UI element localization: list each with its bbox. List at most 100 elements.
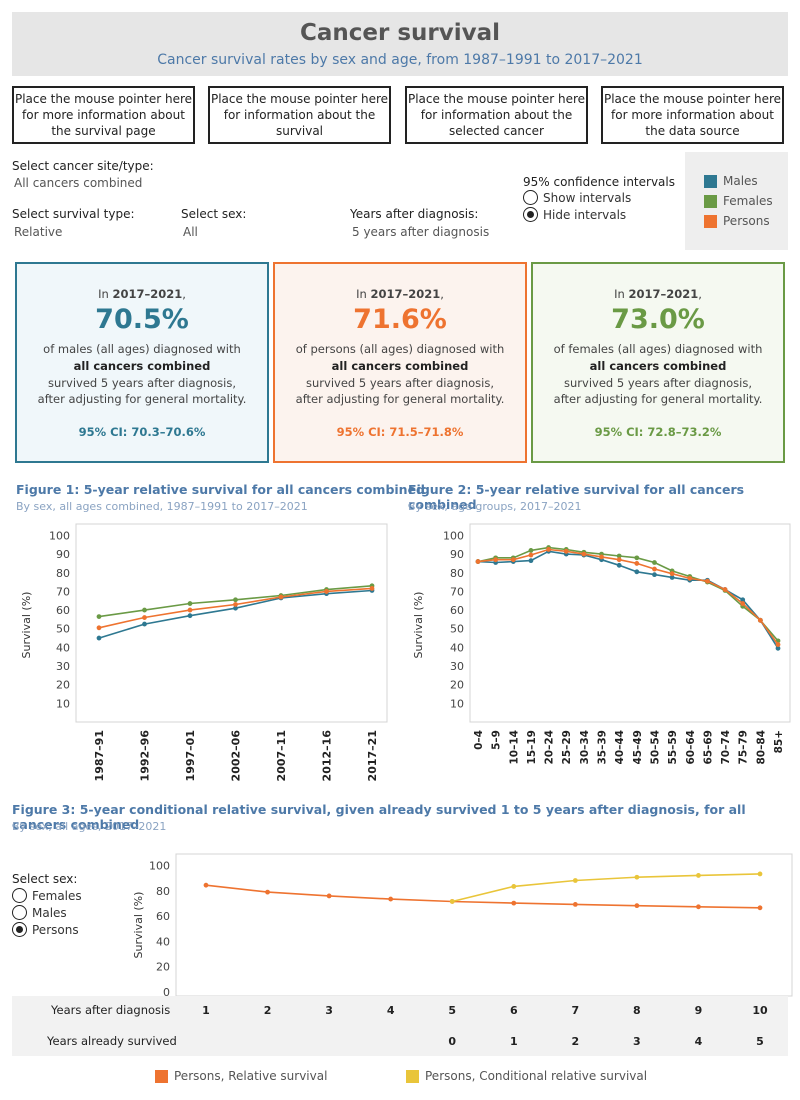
figure2-chart: 10 20 30 40 50 60 70 80 90 100 Survival (%) 0–4 5–9 1… — [412, 523, 791, 764]
y-tick-label: 20 — [156, 961, 170, 974]
data-point — [634, 561, 640, 566]
data-point — [757, 905, 763, 911]
x-tick-label: 85+ — [773, 730, 785, 753]
y-axis-label: Survival (%) — [20, 592, 33, 659]
x-tick-label: 2017–21 — [366, 730, 379, 781]
data-point — [757, 617, 763, 623]
series-line-males — [477, 550, 779, 649]
card-cancer: all cancers combined — [73, 359, 211, 373]
ci-show-radio[interactable]: Show intervals — [523, 190, 631, 205]
x-secondary-tick-label: 2 — [572, 1035, 580, 1048]
y-tick-label: 80 — [450, 567, 464, 580]
x-tick-label: 2002–06 — [230, 730, 243, 782]
x-tick-label: 70–74 — [720, 730, 732, 764]
data-point — [696, 873, 701, 878]
y-tick-label: 100 — [443, 529, 464, 542]
data-point — [652, 566, 657, 572]
info-button-survival[interactable]: Place the mouse pointer here for informa… — [208, 86, 391, 144]
legend-item-males: Males — [704, 174, 758, 188]
card-period-line: In 2017–2021, — [98, 287, 186, 301]
y-tick-label: 70 — [450, 585, 464, 598]
card-text-3: survived 5 years after diagnosis, — [564, 376, 752, 390]
card-value: 73.0% — [611, 304, 705, 335]
data-point — [740, 601, 746, 606]
data-point — [572, 878, 578, 883]
page-subtitle: Cancer survival rates by sex and age, fr… — [157, 52, 643, 68]
radio-on-icon — [12, 922, 27, 937]
card-ci: 95% CI: 71.5–71.8% — [336, 425, 464, 439]
card-text-4: after adjusting for general mortality. — [295, 392, 505, 406]
persons-survival-card: In 2017–2021, 71.6% of persons (all ages… — [273, 262, 527, 463]
ci-hide-radio[interactable]: Hide intervals — [523, 207, 626, 222]
data-point — [265, 889, 270, 895]
figure3-legend-conditional: Persons, Conditional relative survival — [406, 1069, 647, 1083]
x-secondary-tick-label: 3 — [633, 1035, 641, 1048]
y-tick-label: 60 — [56, 604, 70, 617]
data-point — [449, 899, 455, 904]
x-tick-label: 30–34 — [579, 730, 591, 764]
survival-type-select[interactable]: Relative — [14, 225, 63, 239]
data-point — [187, 607, 193, 613]
series-line-persons-relative-survival — [205, 884, 761, 909]
x-tick-label: 75–79 — [738, 730, 750, 764]
radio-on-icon — [523, 207, 538, 222]
data-point — [705, 578, 710, 584]
page-title: Cancer survival — [299, 20, 501, 46]
card-ci: 95% CI: 72.8–73.2% — [594, 425, 722, 439]
data-point — [278, 594, 284, 600]
info-button-survival-page[interactable]: Place the mouse pointer here for more in… — [12, 86, 195, 144]
figure3-subtitle: By sex, all ages, 2017–2021 — [12, 820, 167, 833]
data-point — [652, 572, 657, 578]
data-point — [96, 635, 102, 641]
y-tick-label: 50 — [450, 623, 464, 636]
figure1-chart: 10 20 30 40 50 60 70 80 90 100 Survival (%) 1987–91… — [20, 523, 388, 782]
x-tick-label: 35–39 — [597, 730, 609, 764]
data-point — [687, 575, 693, 581]
x-tick-label: 60–64 — [685, 730, 697, 764]
data-point — [388, 896, 394, 902]
x-tick-label: 4 — [387, 1004, 395, 1017]
x-tick-label: 1987–91 — [93, 730, 106, 781]
y-tick-label: 30 — [450, 660, 464, 673]
years-after-diagnosis-select[interactable]: 5 years after diagnosis — [352, 225, 490, 239]
figure3-row1-label: Years after diagnosis — [51, 1003, 171, 1017]
figure3-radio-females[interactable]: Females — [12, 888, 82, 903]
page-header: Cancer survival Cancer survival rates by… — [12, 12, 788, 76]
data-point — [546, 547, 551, 552]
x-tick-label: 20–24 — [544, 730, 556, 764]
sex-select[interactable]: All — [183, 225, 198, 239]
card-text-1: of females (all ages) diagnosed with — [553, 342, 763, 356]
card-period-line: In 2017–2021, — [356, 287, 444, 301]
data-point — [563, 548, 569, 554]
figure3-legend-relative: Persons, Relative survival — [155, 1069, 327, 1083]
data-point — [616, 553, 622, 559]
figure3-radio-persons[interactable]: Persons — [12, 922, 79, 937]
cancer-site-select[interactable]: All cancers combined — [14, 176, 143, 190]
y-tick-label: 80 — [56, 567, 70, 580]
data-point — [722, 587, 728, 592]
data-point — [634, 903, 640, 909]
data-point — [616, 557, 622, 563]
card-period-line: In 2017–2021, — [614, 287, 702, 301]
figure3-radio-males[interactable]: Males — [12, 905, 67, 920]
data-point — [775, 645, 781, 651]
data-point — [203, 882, 209, 888]
info-button-selected-cancer[interactable]: Place the mouse pointer here for informa… — [405, 86, 588, 144]
y-axis-label: Survival (%) — [412, 592, 425, 659]
data-point — [669, 571, 675, 577]
figure1-title: Figure 1: 5-year relative survival for a… — [16, 482, 425, 497]
y-tick-label: 60 — [156, 910, 170, 923]
y-tick-label: 40 — [450, 641, 464, 654]
data-point — [775, 642, 781, 647]
data-point — [233, 602, 238, 607]
data-point — [475, 559, 481, 564]
data-point — [511, 884, 517, 889]
x-tick-label: 10–14 — [508, 730, 520, 764]
info-button-data-source[interactable]: Place the mouse pointer here for more in… — [601, 86, 784, 144]
x-tick-label: 65–69 — [702, 730, 714, 764]
data-point — [326, 893, 332, 899]
x-secondary-tick-label: 4 — [695, 1035, 703, 1048]
plot-frame — [75, 523, 388, 723]
card-cancer: all cancers combined — [589, 359, 727, 373]
x-tick-label: 15–19 — [526, 730, 538, 764]
